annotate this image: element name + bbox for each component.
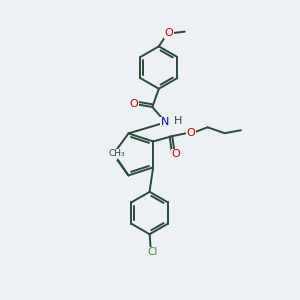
Text: O: O	[187, 128, 196, 138]
Text: O: O	[165, 28, 173, 38]
Text: O: O	[130, 99, 139, 109]
Text: Cl: Cl	[147, 247, 158, 257]
Text: N: N	[160, 117, 169, 127]
Text: O: O	[171, 149, 180, 159]
Text: H: H	[174, 116, 182, 126]
Text: S: S	[110, 149, 117, 159]
Text: CH₃: CH₃	[108, 149, 125, 158]
